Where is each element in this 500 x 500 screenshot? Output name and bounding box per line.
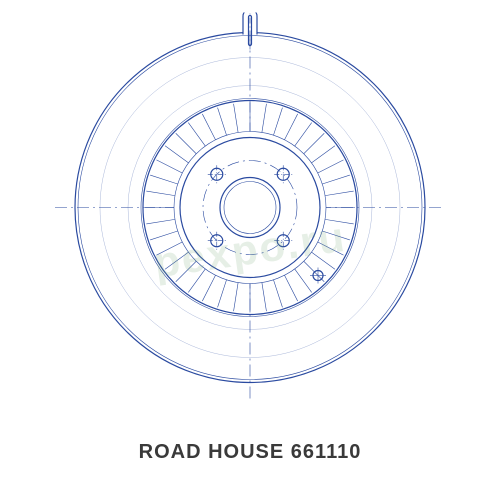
brake-disc-diagram	[55, 13, 445, 408]
brand-label: ROAD HOUSE 661110	[0, 441, 500, 464]
part-number: 661110	[291, 441, 362, 463]
brand-name: ROAD HOUSE	[139, 441, 285, 463]
disc-svg	[55, 13, 445, 403]
